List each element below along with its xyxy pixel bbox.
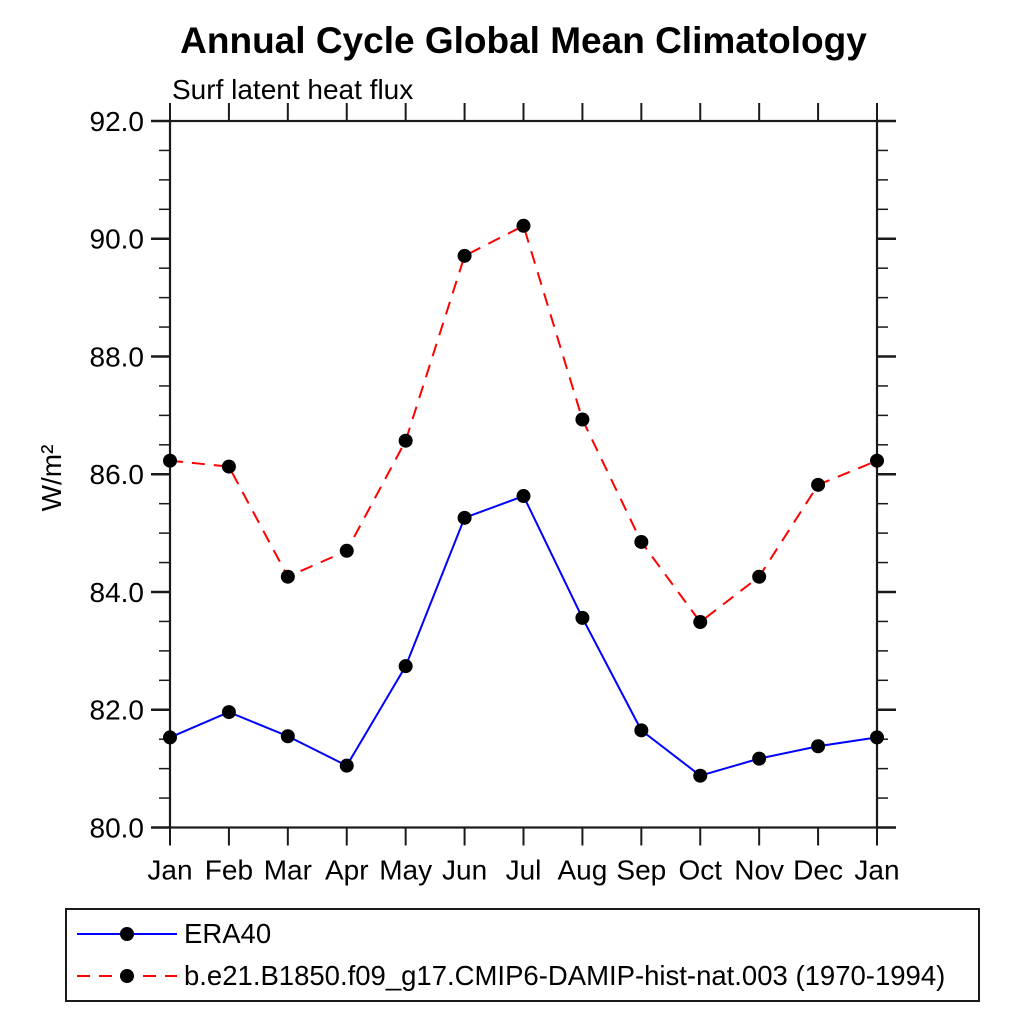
svg-text:Jun: Jun — [442, 855, 487, 886]
svg-text:Feb: Feb — [205, 855, 253, 886]
svg-text:90.0: 90.0 — [90, 224, 145, 255]
svg-text:86.0: 86.0 — [90, 459, 145, 490]
svg-text:Dec: Dec — [793, 855, 843, 886]
series-markers-1 — [163, 218, 884, 630]
legend-line-solid-icon — [77, 927, 177, 941]
svg-text:Jan: Jan — [854, 855, 899, 886]
chart-subtitle: Surf latent heat flux — [172, 74, 414, 105]
legend-item-era40: ERA40 — [72, 917, 978, 951]
svg-text:92.0: 92.0 — [90, 106, 145, 137]
svg-text:Nov: Nov — [734, 855, 784, 886]
legend-box: ERA40 b.e21.B1850.f09_g17.CMIP6-DAMIP-hi… — [65, 908, 980, 1002]
x-axis-ticks — [169, 103, 878, 846]
series-line-0 — [169, 494, 878, 777]
chart-title: Annual Cycle Global Mean Climatology — [180, 20, 867, 61]
svg-text:Mar: Mar — [264, 855, 312, 886]
y-axis-tick-labels: 80.0 82.0 84.0 86.0 88.0 90.0 92.0 — [90, 106, 145, 843]
series-markers-0 — [163, 489, 884, 783]
svg-text:82.0: 82.0 — [90, 695, 145, 726]
legend-label: ERA40 — [184, 918, 272, 949]
svg-text:May: May — [379, 855, 432, 886]
legend-label: b.e21.B1850.f09_g17.CMIP6-DAMIP-hist-nat… — [184, 960, 946, 991]
svg-text:Sep: Sep — [616, 855, 666, 886]
svg-text:80.0: 80.0 — [90, 812, 145, 843]
svg-text:88.0: 88.0 — [90, 341, 145, 372]
svg-text:Oct: Oct — [678, 855, 722, 886]
svg-text:Apr: Apr — [325, 855, 369, 886]
series-line-1 — [169, 224, 878, 624]
legend-line-dashed-icon — [77, 969, 177, 983]
x-axis-tick-labels: Jan Feb Mar Apr May Jun Jul Aug Sep Oct Nov Dec Jan — [147, 855, 899, 886]
svg-text:Aug: Aug — [558, 855, 608, 886]
svg-text:Jul: Jul — [506, 855, 542, 886]
svg-text:84.0: 84.0 — [90, 577, 145, 608]
legend-item-model: b.e21.B1850.f09_g17.CMIP6-DAMIP-hist-nat… — [72, 959, 978, 993]
svg-text:Jan: Jan — [147, 855, 192, 886]
